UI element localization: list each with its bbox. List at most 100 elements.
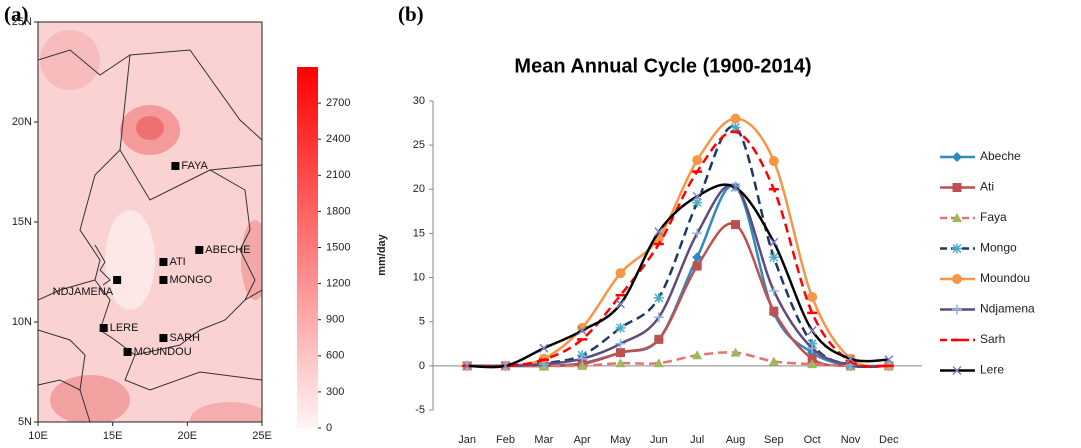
colorbar-tick-label: 1200 xyxy=(326,278,350,290)
x-tick-label: Apr xyxy=(574,434,591,446)
legend-label: Ndjamena xyxy=(980,302,1035,316)
data-point xyxy=(577,353,588,364)
data-point xyxy=(577,326,587,336)
legend-marker xyxy=(952,274,962,284)
data-point xyxy=(884,355,894,365)
data-point xyxy=(615,358,626,368)
data-point xyxy=(615,268,626,279)
legend-marker xyxy=(952,183,962,192)
legend-marker xyxy=(952,365,962,376)
series-line xyxy=(467,125,889,369)
data-point xyxy=(807,326,817,336)
x-tick-label: Jan xyxy=(458,434,476,446)
legend-label: Faya xyxy=(980,210,1007,224)
x-tick-label: Jul xyxy=(690,434,704,446)
colorbar-tick-label: 0 xyxy=(326,422,332,434)
series-line xyxy=(467,183,889,368)
city-marker xyxy=(123,348,132,356)
y-tick-label: -5 xyxy=(415,404,425,416)
data-point xyxy=(654,227,664,237)
colorbar-tick-label: 2100 xyxy=(326,169,350,181)
data-point xyxy=(730,113,741,124)
legend-marker xyxy=(952,213,962,222)
city-label: ATI xyxy=(169,256,185,268)
x-tick-label: Jun xyxy=(650,434,668,446)
y-tick-label: 15N xyxy=(12,216,32,228)
colorbar-tick-label: 600 xyxy=(326,350,344,362)
data-point xyxy=(769,237,779,247)
x-tick-label: Oct xyxy=(804,434,821,446)
y-tick-label: 0 xyxy=(419,360,425,372)
city-marker xyxy=(195,246,204,254)
data-point xyxy=(807,354,817,364)
colorbar-tick-label: 1800 xyxy=(326,205,350,217)
city-marker xyxy=(113,276,122,284)
data-point xyxy=(500,361,511,371)
data-point xyxy=(807,343,818,354)
y-tick-label: 20N xyxy=(12,116,32,128)
data-point xyxy=(577,360,588,370)
data-point xyxy=(692,261,702,271)
city-label: NDJAMENA xyxy=(53,286,114,298)
colorbar-tick-label: 2400 xyxy=(326,133,350,145)
x-tick-label: 20E xyxy=(178,430,198,442)
city-label: ABECHE xyxy=(205,244,250,256)
city-label: SARH xyxy=(169,332,200,344)
legend-marker xyxy=(952,304,962,315)
city-marker xyxy=(99,324,108,332)
data-point xyxy=(768,356,779,366)
series-line xyxy=(467,117,890,368)
y-tick-label: 20 xyxy=(413,183,425,195)
x-tick-label: Dec xyxy=(879,434,899,446)
data-point xyxy=(692,197,703,208)
data-point xyxy=(616,348,625,358)
chart-title: Mean Annual Cycle (1900-2014) xyxy=(514,55,811,77)
city-marker xyxy=(159,258,168,266)
legend-label: Lere xyxy=(980,363,1004,377)
x-tick-label: Feb xyxy=(496,434,515,446)
data-point xyxy=(807,359,818,369)
y-tick-label: 5N xyxy=(18,416,32,428)
data-point xyxy=(845,354,856,364)
data-point xyxy=(807,291,818,302)
legend-marker xyxy=(952,243,962,254)
x-tick-label: Aug xyxy=(726,434,746,446)
x-tick-label: 10E xyxy=(28,430,48,442)
colorbar xyxy=(297,67,318,428)
city-label: FAYA xyxy=(181,160,208,172)
data-point xyxy=(768,156,779,167)
x-tick-label: 25E xyxy=(252,430,272,442)
series-line xyxy=(467,130,889,368)
x-tick-label: Nov xyxy=(841,434,861,446)
y-tick-label: 10N xyxy=(12,316,32,328)
y-tick-label: 25 xyxy=(413,139,425,151)
data-point xyxy=(731,220,740,230)
x-tick-label: Mar xyxy=(534,434,553,446)
data-point xyxy=(768,285,779,296)
colorbar-tick-label: 1500 xyxy=(326,241,350,253)
legend-label: Ati xyxy=(980,180,994,194)
data-point xyxy=(692,191,702,201)
panel-label: (b) xyxy=(398,2,424,26)
data-point xyxy=(692,155,703,166)
city-marker xyxy=(171,162,180,170)
y-tick-label: 15 xyxy=(413,227,425,239)
y-tick-label: 25N xyxy=(12,16,32,28)
data-point xyxy=(730,122,741,133)
y-tick-label: 30 xyxy=(413,95,425,107)
data-point xyxy=(653,312,664,323)
city-marker xyxy=(159,276,168,284)
legend-label: Sarh xyxy=(980,332,1005,346)
data-point xyxy=(730,182,741,193)
data-point xyxy=(692,350,703,360)
data-point xyxy=(539,343,549,353)
x-tick-label: May xyxy=(610,434,631,446)
data-point xyxy=(615,299,626,309)
legend-label: Moundou xyxy=(980,271,1030,285)
data-point xyxy=(653,358,664,368)
panel-label: (a) xyxy=(4,2,29,26)
legend-label: Mongo xyxy=(980,241,1017,255)
legend-label: Abeche xyxy=(980,149,1021,163)
city-label: MONGO xyxy=(169,274,212,286)
